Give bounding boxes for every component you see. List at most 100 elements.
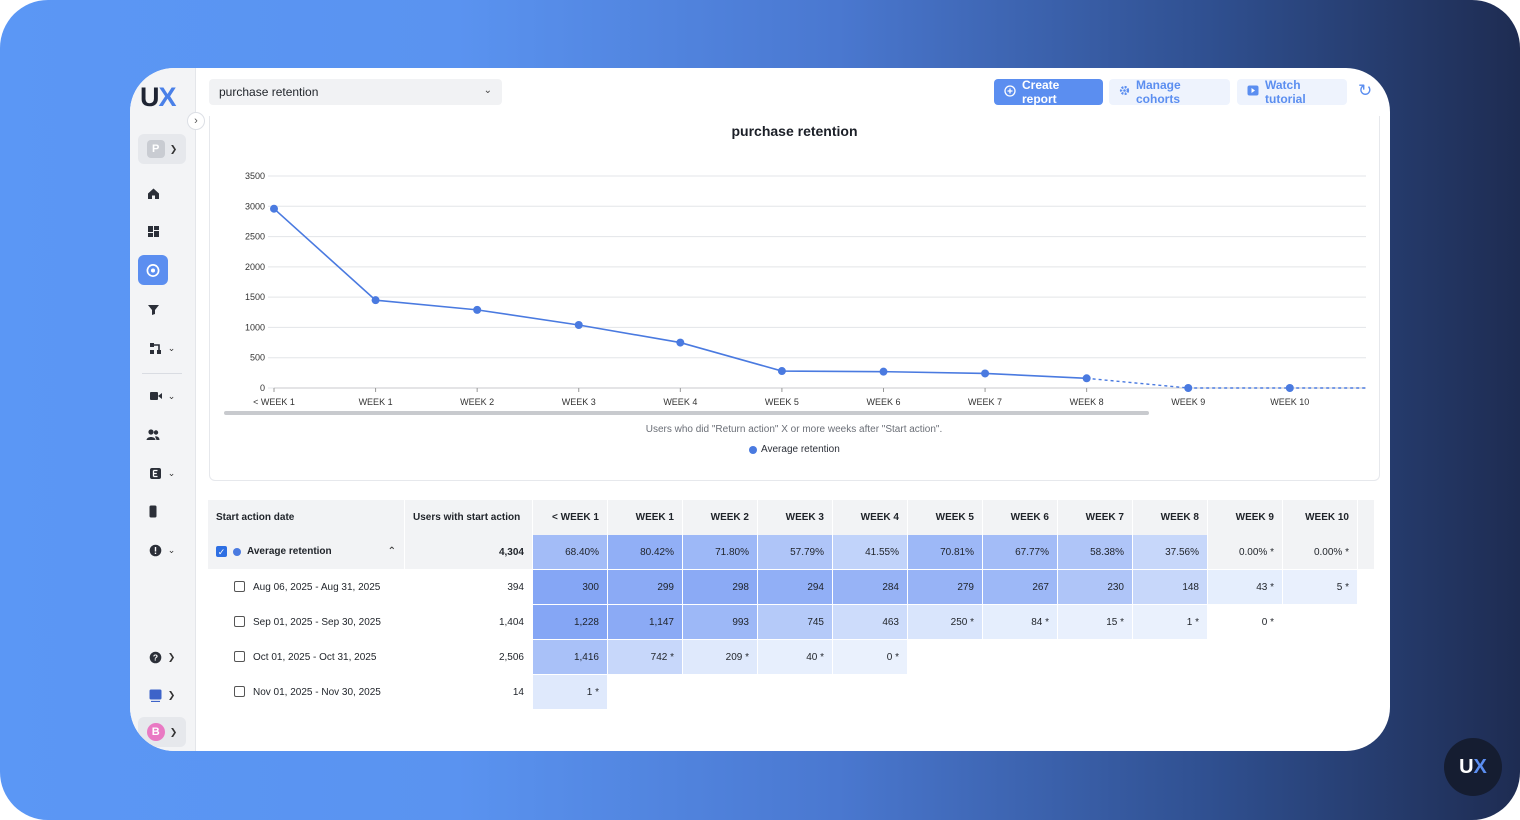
header-week[interactable]: WEEK 10 <box>1283 500 1358 535</box>
retention-cell: 230 <box>1058 570 1133 605</box>
chevron-up-icon[interactable]: ⌃ <box>387 546 396 558</box>
chart-scrollbar[interactable] <box>224 411 1149 415</box>
retention-cell <box>1208 675 1283 710</box>
header-week[interactable]: WEEK 7 <box>1058 500 1133 535</box>
dashboards-nav[interactable] <box>138 216 168 246</box>
recordings-nav[interactable]: ⌄ <box>138 381 186 411</box>
retention-icon <box>146 263 160 277</box>
app-window: UX P ❯ ⌄ <box>130 68 1390 751</box>
row-label: Sep 01, 2025 - Sep 30, 2025 <box>253 616 381 628</box>
y-tick-label: 1500 <box>245 292 265 302</box>
header-week[interactable]: < WEEK 1 <box>533 500 608 535</box>
alerts-nav[interactable]: ⌄ <box>138 535 186 565</box>
users-cell: 2,506 <box>405 640 533 675</box>
header-start-date[interactable]: Start action date <box>208 500 405 535</box>
row-checkbox[interactable] <box>234 651 245 663</box>
project-switcher[interactable]: P ❯ <box>138 134 186 164</box>
x-tick-label: WEEK 6 <box>866 397 900 407</box>
cohort-label-cell: Aug 06, 2025 - Aug 31, 2025 <box>208 570 405 605</box>
header-week[interactable]: WEEK 1 <box>608 500 683 535</box>
chat-icon <box>149 688 163 702</box>
header-week[interactable]: WEEK 4 <box>833 500 908 535</box>
retention-cell <box>608 675 683 710</box>
data-point <box>676 338 685 347</box>
watch-tutorial-button[interactable]: Watch tutorial <box>1237 78 1347 106</box>
retention-cell: 71.80% <box>683 535 758 570</box>
data-point <box>371 296 380 305</box>
play-icon <box>1247 85 1259 99</box>
report-select[interactable]: purchase retention ⌄ <box>209 79 502 105</box>
home-icon <box>146 186 160 200</box>
data-point <box>981 369 990 378</box>
row-checkbox[interactable] <box>234 581 245 593</box>
chevron-right-icon: › <box>194 115 198 127</box>
funnel-icon <box>146 302 160 316</box>
retention-cell: 209 * <box>683 640 758 675</box>
funnels-nav[interactable] <box>138 294 168 324</box>
x-tick-label: WEEK 2 <box>460 397 494 407</box>
users-cell: 1,404 <box>405 605 533 640</box>
devices-nav[interactable] <box>138 496 168 526</box>
project-avatar: P <box>146 140 165 158</box>
chevron-down-icon: ⌄ <box>167 467 176 478</box>
flows-icon <box>149 341 163 355</box>
retention-cell: 993 <box>683 605 758 640</box>
messages-nav[interactable]: ❯ <box>138 680 186 710</box>
header-week[interactable]: WEEK 3 <box>758 500 833 535</box>
header-week[interactable]: WEEK 2 <box>683 500 758 535</box>
users-cell: 4,304 <box>405 535 533 570</box>
cohort-label-cell: Sep 01, 2025 - Sep 30, 2025 <box>208 605 405 640</box>
retention-cell: 5 * <box>1283 570 1358 605</box>
avatar: B <box>146 723 165 741</box>
header-week[interactable]: WEEK 9 <box>1208 500 1283 535</box>
manage-cohorts-button[interactable]: Manage cohorts <box>1109 78 1230 106</box>
help-nav[interactable]: ? ❯ <box>138 642 186 672</box>
x-tick-label: WEEK 9 <box>1171 397 1205 407</box>
logo: UX <box>140 82 177 112</box>
chevron-right-icon: ❯ <box>167 651 176 662</box>
retention-cell: 745 <box>758 605 833 640</box>
retention-table: Start action date Users with start action… <box>208 500 1375 710</box>
retention-cell: 0 * <box>833 640 908 675</box>
retention-cell <box>983 640 1058 675</box>
x-tick-label: < WEEK 1 <box>253 397 295 407</box>
x-tick-label: WEEK 8 <box>1070 397 1104 407</box>
y-tick-label: 3000 <box>245 201 265 211</box>
table-row: Nov 01, 2025 - Nov 30, 2025 14 1 * <box>208 675 1375 710</box>
row-checkbox[interactable] <box>234 686 245 698</box>
header-week[interactable]: WEEK 5 <box>908 500 983 535</box>
flows-nav[interactable]: ⌄ <box>138 333 186 363</box>
header-filler <box>1358 500 1375 535</box>
table-row: Aug 06, 2025 - Aug 31, 2025 394 300 299 298 2… <box>208 570 1375 605</box>
create-report-label: Create report <box>1022 78 1060 106</box>
header-users[interactable]: Users with start action <box>405 500 533 535</box>
retention-cell <box>1058 675 1133 710</box>
home-nav[interactable] <box>138 178 168 208</box>
retention-nav[interactable] <box>138 255 168 285</box>
cohort-label-cell: Oct 01, 2025 - Oct 31, 2025 <box>208 640 405 675</box>
header-week[interactable]: WEEK 6 <box>983 500 1058 535</box>
events-nav[interactable]: ⌄ <box>138 458 186 488</box>
retention-cell: 80.42% <box>608 535 683 570</box>
report-select-value: purchase retention <box>219 85 319 99</box>
average-row: ✓ Average retention ⌃ 4,304 68.40% 80.42% 71.8… <box>208 535 1375 570</box>
account-menu[interactable]: B ❯ <box>138 717 186 747</box>
row-checkbox[interactable]: ✓ <box>216 546 227 558</box>
retention-cell: 0 * <box>1208 605 1283 640</box>
create-report-button[interactable]: Create report <box>994 78 1103 106</box>
retention-cell: 70.81% <box>908 535 983 570</box>
retention-cell: 0.00% * <box>1283 535 1358 570</box>
sidebar-toggle-button[interactable]: › <box>187 112 205 130</box>
users-nav[interactable] <box>138 419 168 449</box>
header-week[interactable]: WEEK 8 <box>1133 500 1208 535</box>
users-cell: 394 <box>405 570 533 605</box>
data-point <box>574 321 583 330</box>
chart-title: purchase retention <box>731 123 858 139</box>
row-filler <box>1358 570 1375 605</box>
chart-legend[interactable]: Average retention <box>749 444 840 455</box>
y-tick-label: 3500 <box>245 171 265 181</box>
row-checkbox[interactable] <box>234 616 245 628</box>
retention-cell: 58.38% <box>1058 535 1133 570</box>
chevron-down-icon: ⌄ <box>167 390 176 401</box>
refresh-icon[interactable]: ↻ <box>1358 81 1373 100</box>
